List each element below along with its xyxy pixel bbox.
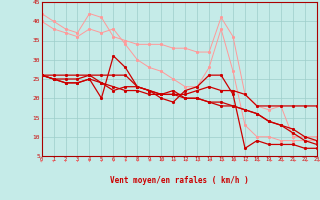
X-axis label: Vent moyen/en rafales ( km/h ): Vent moyen/en rafales ( km/h ) [110, 176, 249, 185]
